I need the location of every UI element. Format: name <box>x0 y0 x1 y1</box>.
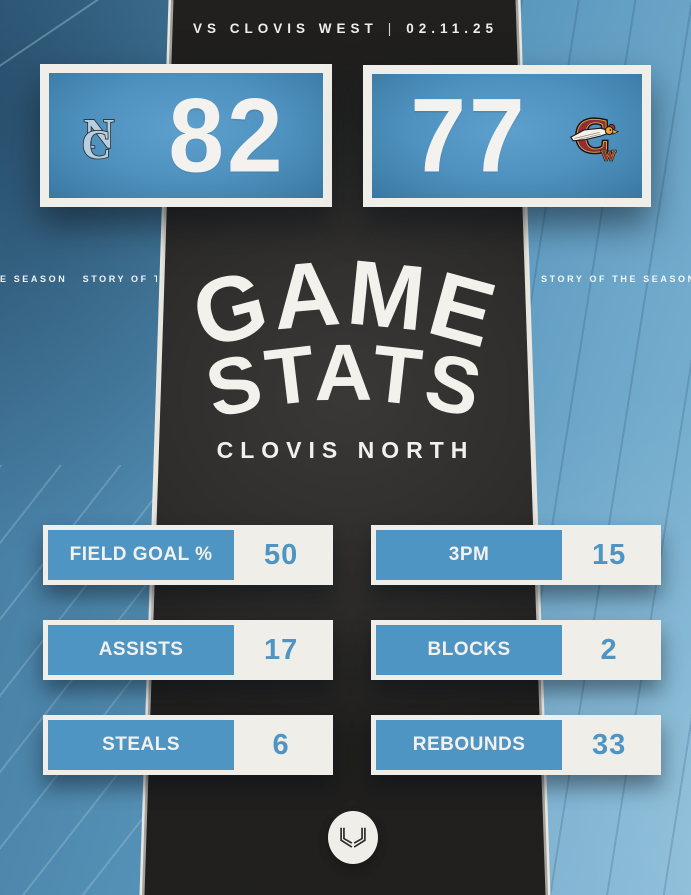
score-away: 77 <box>410 77 528 195</box>
stat-value: 6 <box>272 728 290 761</box>
game-date: 02.11.25 <box>406 21 499 36</box>
clovis-west-eagle-c-icon: C C w w <box>570 107 620 166</box>
stat-card-3pm: 3PM 15 <box>371 525 661 585</box>
footer-brand-badge <box>328 811 378 864</box>
title-line-2: STATS <box>198 328 489 435</box>
team-name-subtitle: CLOVIS NORTH <box>216 437 475 463</box>
score-card-inner: N C 82 <box>49 73 323 198</box>
stat-label: ASSISTS <box>48 625 235 675</box>
svg-text:N: N <box>84 111 115 158</box>
score-card-inner: 77 C C w w <box>372 74 642 198</box>
svg-text:C: C <box>82 120 112 166</box>
matchup-text: VS CLOVIS WEST <box>192 21 378 36</box>
stat-card-steals: STEALS 6 <box>43 715 333 775</box>
stat-value: 17 <box>263 633 299 666</box>
open-book-icon <box>340 827 366 848</box>
stat-card-assists: ASSISTS 17 <box>43 620 333 680</box>
stat-label: 3PM <box>376 530 563 580</box>
stat-value: 50 <box>263 538 299 571</box>
score-home: 82 <box>168 76 286 195</box>
clovis-north-nc-monogram-icon: N C <box>81 110 115 167</box>
svg-text:w: w <box>602 144 616 165</box>
header-divider: | <box>387 21 397 36</box>
stat-card-field-goal-pct: FIELD GOAL % 50 <box>43 525 333 585</box>
score-card-clovis-north: N C 82 <box>40 64 332 207</box>
stat-label: FIELD GOAL % <box>48 530 235 580</box>
stat-value: 33 <box>591 728 627 761</box>
stat-card-blocks: BLOCKS 2 <box>371 620 661 680</box>
game-stats-title: GAME STATS <box>183 252 506 435</box>
stat-label: STEALS <box>48 720 235 770</box>
stat-card-rebounds: REBOUNDS 33 <box>371 715 661 775</box>
stat-label: BLOCKS <box>376 625 563 675</box>
svg-text:STATS: STATS <box>198 328 492 435</box>
stat-value: 15 <box>591 538 627 571</box>
score-card-clovis-west: 77 C C w w <box>363 65 651 207</box>
season-ticker-left: E SEASON STORY OF THE <box>0 274 157 284</box>
stat-label: REBOUNDS <box>376 720 563 770</box>
season-ticker-right: STORY OF THE SEASON <box>541 274 691 284</box>
stat-value: 2 <box>600 633 618 666</box>
matchup-header: VS CLOVIS WEST | 02.11.25 <box>0 21 691 36</box>
svg-text:w: w <box>602 144 616 165</box>
